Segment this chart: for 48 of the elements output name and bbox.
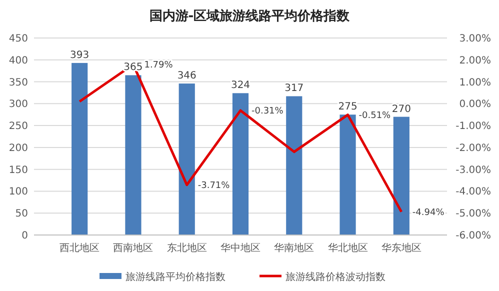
y-tick-label: 300: [8, 99, 28, 110]
bar: [72, 62, 88, 235]
y2-tick-label: -3.00%: [456, 164, 491, 176]
x-tick-label: 西南地区: [113, 242, 154, 254]
y2-tick-label: -5.00%: [456, 208, 491, 220]
y-tick-label: 250: [8, 121, 28, 132]
data-label: 1.79%: [144, 60, 174, 70]
y-tick-label: 150: [8, 164, 28, 176]
data-label: 317: [284, 83, 304, 94]
x-tick-label: 华北地区: [328, 242, 368, 254]
y-tick-label: 0: [22, 230, 28, 242]
data-label: 324: [230, 80, 250, 92]
y-tick-label: 200: [8, 142, 28, 154]
chart-title: 国内游-区域旅游线路平均价格指数: [149, 8, 351, 24]
data-label: -0.31%: [252, 106, 284, 116]
data-label: -0.51%: [358, 110, 392, 121]
y-tick-label: 350: [8, 77, 28, 88]
x-tick-label: 华南地区: [274, 242, 314, 254]
x-tick-label: 西北地区: [60, 242, 100, 254]
bar: [232, 93, 249, 235]
data-label: -4.94%: [412, 208, 445, 218]
y-tick-label: 50: [15, 208, 28, 220]
data-label: 275: [338, 102, 358, 113]
x-tick-label: 东北地区: [166, 242, 207, 254]
y-tick-label: 400: [8, 55, 28, 66]
y2-tick-label: 0.00%: [459, 99, 491, 110]
legend-label: 旅游线路平均价格指数: [126, 271, 226, 283]
y2-tick-label: -6.00%: [456, 230, 491, 242]
data-label: 346: [177, 70, 196, 82]
data-label: 393: [70, 50, 90, 61]
y2-tick-label: -2.00%: [456, 142, 491, 154]
bar: [286, 96, 302, 235]
y2-tick-label: 2.00%: [459, 55, 491, 66]
x-tick-label: 华东地区: [381, 242, 422, 254]
data-label: -3.71%: [198, 180, 230, 191]
y2-tick-label: 1.00%: [459, 77, 491, 88]
y2-tick-label: 3.00%: [459, 34, 491, 44]
legend-label: 旅游线路价格波动指数: [286, 271, 386, 283]
bar: [340, 114, 356, 235]
bar: [393, 116, 410, 235]
y2-tick-label: -4.00%: [456, 186, 491, 198]
bar: [125, 75, 142, 235]
y-tick-label: 450: [8, 34, 28, 44]
x-tick-label: 华中地区: [220, 242, 260, 254]
y2-tick-label: -1.00%: [456, 121, 491, 132]
data-label: 270: [392, 104, 411, 115]
y-tick-label: 100: [8, 186, 28, 198]
bar: [178, 84, 195, 235]
